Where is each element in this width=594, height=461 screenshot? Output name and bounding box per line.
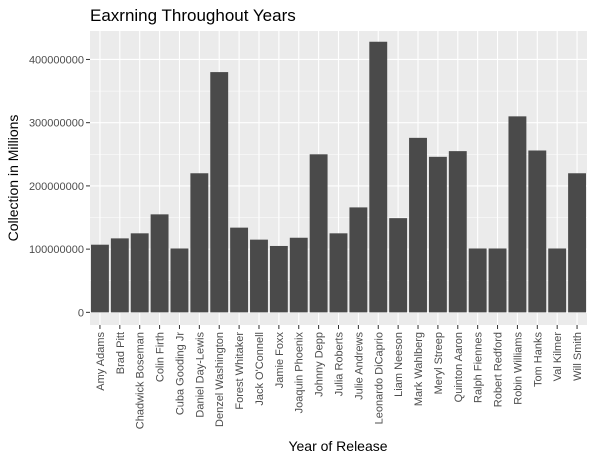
bar — [349, 207, 368, 313]
x-tick-label: Tom Hanks — [532, 332, 544, 388]
bar — [409, 137, 427, 313]
x-tick-label: Cuba Gooding Jr — [174, 332, 186, 415]
x-tick-label: Val Kilmer — [552, 332, 564, 382]
bars — [90, 41, 587, 313]
x-tick-label: Robin Williams — [512, 332, 524, 405]
x-tick-label: Julie Andrews — [353, 332, 365, 400]
x-tick-label: Denzel Washington — [214, 332, 226, 427]
x-tick-label: Julia Roberts — [334, 332, 346, 397]
x-tick-label: Meryl Streep — [433, 332, 445, 394]
x-tick-label: Colin Firth — [155, 332, 167, 382]
x-tick-label: Daniel Day-Lewis — [194, 332, 206, 418]
bar — [508, 116, 527, 313]
y-tick-label: 200000000 — [29, 181, 84, 193]
y-tick-label: 0 — [78, 307, 84, 319]
bar — [150, 214, 169, 313]
x-tick-label: Ralph Fiennes — [473, 332, 485, 403]
x-axis: Amy Adams Brad Pitt Chadwick Boseman Colin … — [95, 325, 584, 429]
y-tick-label: 400000000 — [29, 54, 84, 66]
bar — [389, 218, 408, 313]
x-tick-label: Chadwick Boseman — [135, 332, 147, 429]
bar — [230, 227, 249, 313]
bar — [210, 72, 229, 313]
x-axis-title: Year of Release — [288, 438, 387, 454]
bar — [190, 173, 209, 313]
bar — [568, 173, 587, 313]
bar — [329, 233, 348, 313]
bar — [90, 244, 109, 313]
x-tick-label: Jack O'Connell — [254, 332, 266, 406]
bar — [528, 150, 547, 313]
x-tick-label: Amy Adams — [95, 332, 107, 391]
x-tick-label: Joaquin Phoenix — [294, 332, 306, 414]
bar — [130, 233, 149, 313]
bar — [369, 41, 388, 313]
x-tick-label: Liam Neeson — [393, 332, 405, 397]
y-tick-label: 100000000 — [29, 244, 84, 256]
y-axis: 0 100000000 200000000 300000000 400000000 — [29, 54, 90, 319]
bar — [309, 154, 328, 313]
x-tick-label: Robert Redford — [493, 332, 505, 407]
chart-title: Eaxrning Throughout Years — [90, 6, 296, 25]
bar — [448, 151, 467, 313]
x-tick-label: Jamie Foxx — [274, 332, 286, 389]
x-tick-label: Brad Pitt — [115, 332, 127, 374]
bar — [548, 248, 567, 313]
x-tick-label: Leonardo DiCaprio — [373, 332, 385, 424]
bar — [428, 156, 447, 313]
bar — [250, 239, 268, 313]
x-tick-label: Will Smith — [572, 332, 584, 381]
y-tick-label: 300000000 — [29, 118, 84, 130]
y-axis-title: Collection in Millions — [5, 115, 21, 242]
bar — [269, 245, 288, 313]
bar — [468, 248, 487, 313]
x-tick-label: Quinton Aaron — [453, 332, 465, 402]
bar — [110, 238, 129, 313]
bar — [488, 248, 507, 313]
x-tick-label: Johnny Depp — [314, 332, 326, 397]
bar — [170, 248, 189, 313]
bar — [289, 237, 308, 313]
x-tick-label: Mark Wahlberg — [413, 332, 425, 406]
x-tick-label: Forest Whitaker — [234, 332, 246, 410]
